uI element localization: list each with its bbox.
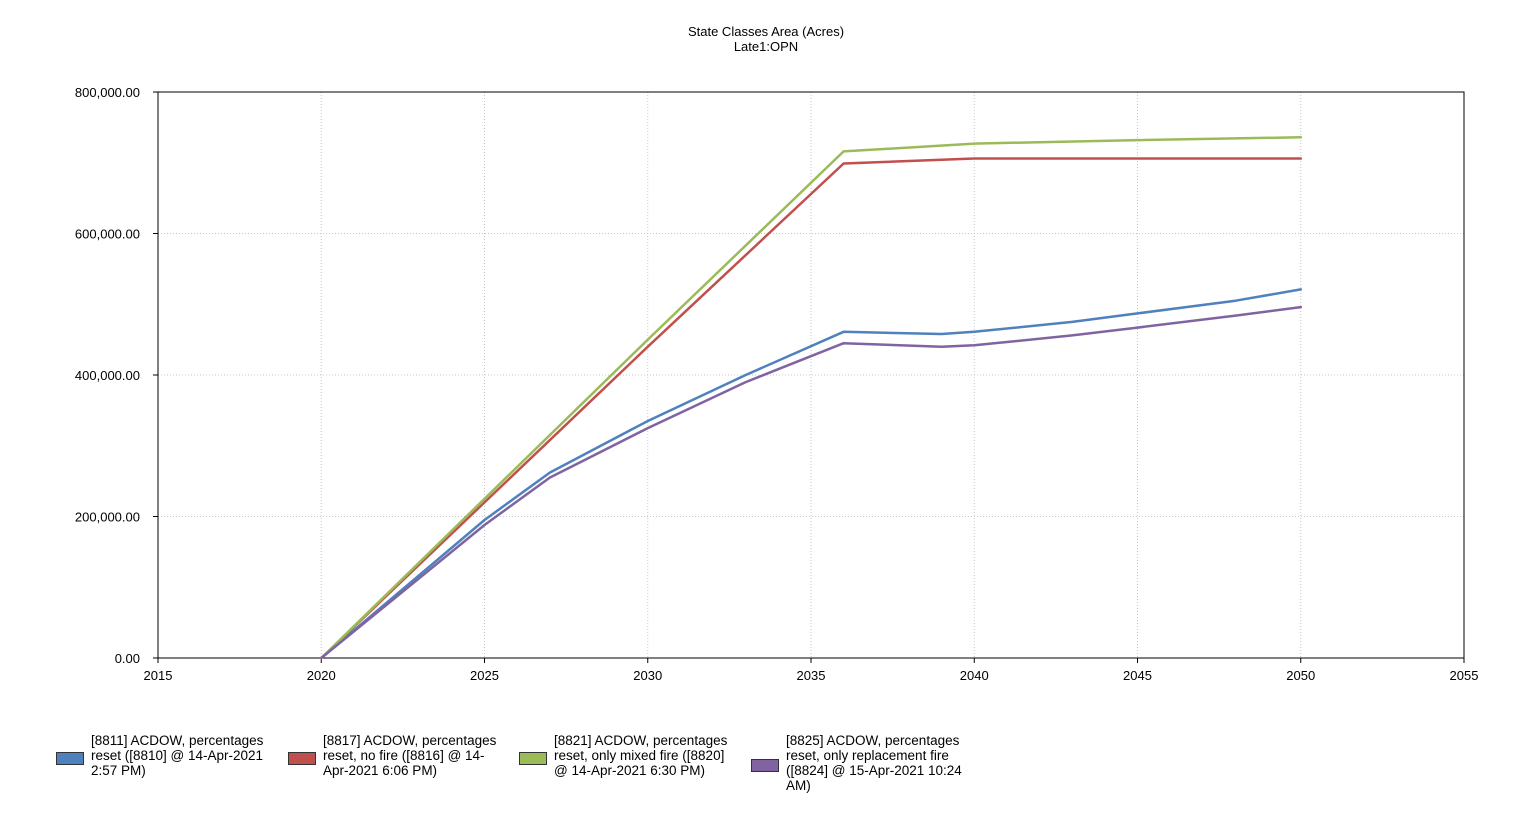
series-line-3 (320, 305, 1303, 660)
x-tick-label: 2015 (144, 668, 173, 683)
y-tick-label: 400,000.00 (75, 368, 140, 383)
x-tick-label: 2045 (1123, 668, 1152, 683)
y-tick-label: 800,000.00 (75, 85, 140, 100)
x-tick-label: 2050 (1286, 668, 1315, 683)
gridlines (158, 92, 1464, 658)
series-line-2 (320, 136, 1303, 660)
legend-swatch (751, 759, 779, 772)
legend-swatch (56, 752, 84, 765)
x-tick-label: 2030 (633, 668, 662, 683)
chart-title-block: State Classes Area (Acres) Late1:OPN (566, 24, 966, 54)
legend-label: [8821] ACDOW, percentages reset, only mi… (554, 733, 728, 778)
y-tick-label: 600,000.00 (75, 227, 140, 242)
legend-label: [8817] ACDOW, percentages reset, no fire… (323, 733, 497, 778)
x-tick-label: 2025 (470, 668, 499, 683)
x-tick-label: 2055 (1450, 668, 1479, 683)
legend-swatch (519, 752, 547, 765)
chart-title: State Classes Area (Acres) (687, 24, 845, 39)
x-tick-label: 2020 (307, 668, 336, 683)
x-tick-label: 2040 (960, 668, 989, 683)
legend-swatch (288, 752, 316, 765)
chart-legend: [8811] ACDOW, percentages reset ([8810] … (56, 733, 1056, 813)
series-lines (320, 136, 1303, 660)
legend-label: [8811] ACDOW, percentages reset ([8810] … (91, 733, 264, 778)
x-tick-label: 2035 (797, 668, 826, 683)
y-tick-label: 0.00 (115, 651, 140, 666)
axis-ticks: 2015 2020 2025 2030 2035 2040 2045 2050 2055 0.00… (75, 85, 1479, 683)
chart-subtitle: Late1:OPN (733, 39, 799, 54)
series-line-1 (320, 157, 1303, 660)
series-line-0 (320, 288, 1303, 660)
legend-label: [8825] ACDOW, percentages reset, only re… (786, 733, 962, 793)
y-tick-label: 200,000.00 (75, 510, 140, 525)
